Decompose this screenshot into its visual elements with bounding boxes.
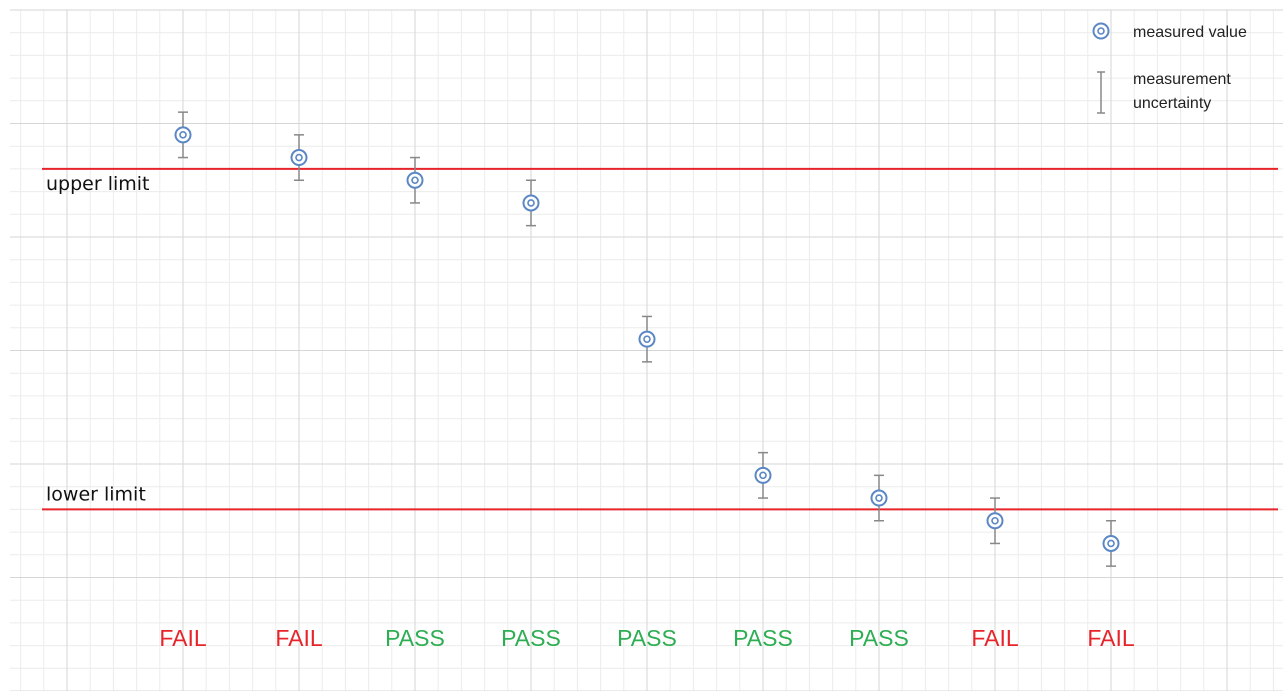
marker-outer bbox=[986, 512, 1004, 530]
marker-outer bbox=[522, 194, 540, 212]
data-point bbox=[754, 451, 772, 499]
legend-uncertainty-label-line2: uncertainty bbox=[1133, 95, 1211, 112]
marker-inner bbox=[759, 471, 767, 480]
verdict-label: PASS bbox=[733, 625, 793, 651]
data-point bbox=[174, 111, 192, 159]
marker-inner bbox=[875, 494, 883, 502]
legend-measured-value-label: measured value bbox=[1133, 24, 1247, 41]
verdict-label: PASS bbox=[385, 625, 445, 651]
legend-marker-icon bbox=[1092, 22, 1110, 40]
data-points bbox=[174, 111, 1120, 567]
marker-inner bbox=[527, 199, 535, 207]
data-point bbox=[1102, 520, 1120, 567]
data-point bbox=[870, 474, 888, 522]
marker-outer bbox=[870, 489, 888, 507]
data-point bbox=[638, 315, 656, 363]
legend-marker-inner-icon bbox=[1097, 27, 1105, 35]
verdict-label: FAIL bbox=[159, 625, 207, 651]
marker-inner bbox=[411, 176, 419, 185]
legend-uncertainty-label-line1: measurement bbox=[1133, 71, 1231, 88]
data-point bbox=[290, 134, 308, 181]
data-point bbox=[406, 156, 424, 204]
marker-inner bbox=[643, 335, 651, 343]
limit-lines: upper limit lower limit bbox=[42, 167, 1278, 511]
lower-limit-label: lower limit bbox=[46, 483, 146, 505]
marker-outer bbox=[174, 126, 192, 144]
verdict-label: PASS bbox=[617, 625, 677, 651]
marker-outer bbox=[1102, 534, 1120, 552]
legend: measured value measurement uncertainty bbox=[1092, 22, 1247, 114]
marker-inner bbox=[1107, 539, 1115, 548]
data-point bbox=[522, 179, 540, 227]
marker-outer bbox=[638, 330, 656, 348]
verdict-label: PASS bbox=[501, 625, 561, 651]
marker-outer bbox=[406, 171, 424, 189]
upper-limit-label: upper limit bbox=[46, 173, 150, 195]
verdict-label: FAIL bbox=[1087, 625, 1135, 651]
grid-major bbox=[10, 9, 1283, 691]
marker-outer bbox=[290, 149, 308, 167]
verdict-label: PASS bbox=[849, 625, 909, 651]
marker-inner bbox=[179, 131, 187, 139]
marker-inner bbox=[295, 153, 303, 162]
marker-outer bbox=[754, 466, 772, 484]
verdict-label: FAIL bbox=[275, 625, 323, 651]
marker-inner bbox=[991, 516, 999, 525]
verdict-label: FAIL bbox=[971, 625, 1019, 651]
verdict-labels: FAIL FAIL PASS PASS PASS PASS PASS FAIL FAIL bbox=[159, 625, 1135, 651]
data-point bbox=[986, 497, 1004, 545]
